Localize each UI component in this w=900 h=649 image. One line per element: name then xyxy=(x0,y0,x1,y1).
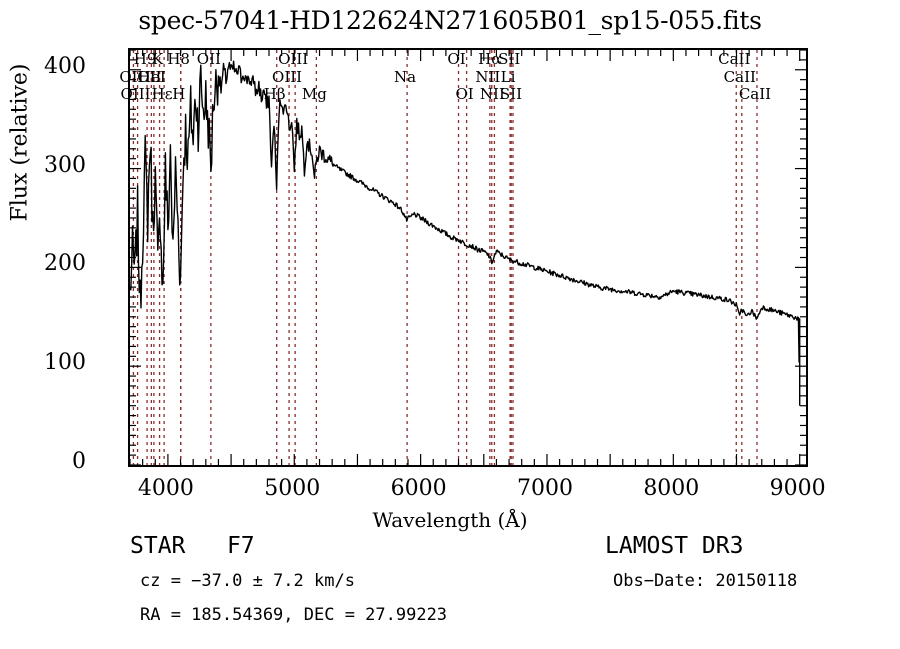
x-tick-label: 5000 xyxy=(264,476,321,501)
spectral-line-label: OII xyxy=(119,68,144,86)
obs-date: Obs−Date: 20150118 xyxy=(613,571,798,591)
x-tick-marks xyxy=(130,50,801,465)
spectral-line-label: OI xyxy=(455,85,474,103)
spectral-line-label: H xyxy=(172,85,186,103)
spectral-line-label: Li xyxy=(500,68,516,86)
x-tick-label: 4000 xyxy=(137,476,194,501)
spectral-line-label: OIII xyxy=(272,68,303,86)
spectral-line-label: OI xyxy=(447,50,466,68)
x-tick-label: 8000 xyxy=(643,476,700,501)
spectral-line-label: Hα xyxy=(478,50,502,68)
spectral-line-label: CaII xyxy=(718,50,751,68)
spectral-line-label: NII xyxy=(479,85,505,103)
page-title: spec-57041-HD122624N271605B01_sp15-055.f… xyxy=(138,6,762,35)
line-marker-group xyxy=(132,50,758,465)
y-tick-label: 100 xyxy=(44,350,86,376)
spectral-line-label: Na xyxy=(394,68,417,86)
spectrum-canvas xyxy=(130,50,806,465)
spectrum-curve xyxy=(130,60,801,406)
spectral-line-label: Hε xyxy=(151,85,173,103)
x-axis-label: Wavelength (Å) xyxy=(372,508,528,532)
spectral-line-label: OII xyxy=(196,50,221,68)
spectral-line-label: HeI xyxy=(137,68,166,86)
x-tick-label: 7000 xyxy=(516,476,573,501)
spectral-line-label: Mg xyxy=(301,85,327,103)
spectral-line-label: OIII xyxy=(278,50,309,68)
y-tick-label: 300 xyxy=(44,152,86,178)
spectral-line-label: H9 xyxy=(133,50,157,68)
spectral-line-label: NII xyxy=(475,68,501,86)
x-tick-label: 9000 xyxy=(769,476,826,501)
spectral-line-label: Hβ xyxy=(263,85,286,103)
y-tick-label: 0 xyxy=(72,449,86,474)
spectral-line-label: H8 xyxy=(167,50,190,68)
spectral-line-label: CaII xyxy=(738,85,772,103)
object-type-label: STAR F7 xyxy=(130,533,255,559)
spectral-line-label: CaII xyxy=(723,68,756,86)
survey-label: LAMOST DR3 xyxy=(605,533,744,559)
y-tick-label: 200 xyxy=(44,251,86,277)
plot-frame xyxy=(128,48,808,467)
spectral-line-label: SII xyxy=(498,50,521,68)
coordinates: RA = 185.54369, DEC = 27.99223 xyxy=(140,605,448,625)
spectral-line-label: K xyxy=(151,50,164,68)
spectral-line-label: SII xyxy=(499,85,523,103)
object-type: STAR xyxy=(130,533,186,559)
x-tick-label: 6000 xyxy=(390,476,447,501)
y-tick-label: 400 xyxy=(44,53,86,79)
spectral-line-label: OII xyxy=(137,68,162,86)
spectral-line-label: OIII xyxy=(120,85,151,103)
spectral-class: F7 xyxy=(226,533,255,559)
redshift-velocity: cz = −37.0 ± 7.2 km/s xyxy=(140,571,355,591)
y-tick-marks xyxy=(130,50,806,465)
